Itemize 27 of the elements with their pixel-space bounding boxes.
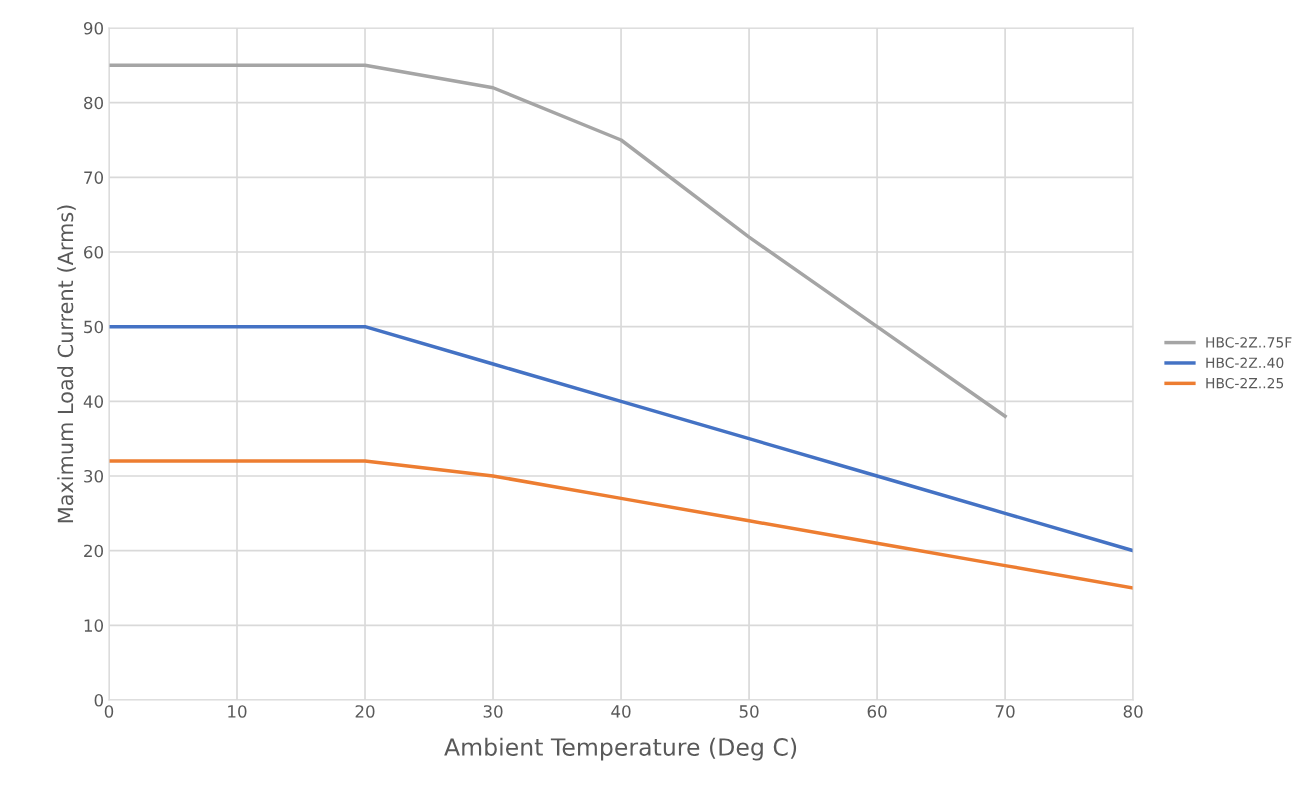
y-tick-label: 70	[84, 171, 104, 184]
x-tick-label: 80	[1123, 705, 1143, 718]
y-axis-title: Maximum Load Current (Arms)	[57, 205, 76, 523]
x-tick-label: 30	[483, 705, 503, 718]
y-tick-label: 80	[84, 96, 104, 110]
line-series	[108, 324, 1134, 553]
x-axis-title: Ambient Temperature (Deg C)	[444, 737, 797, 761]
legend-label: HBC-2Z..40	[1206, 357, 1284, 369]
y-tick-label: 10	[84, 619, 104, 632]
line-series	[108, 63, 1007, 419]
x-tick-label: 20	[355, 705, 375, 718]
y-tick-label: 0	[94, 693, 104, 707]
y-tick-label: 40	[83, 395, 104, 408]
x-tick-label: 40	[611, 705, 631, 718]
y-tick-label: 60	[84, 245, 104, 259]
line-series	[108, 459, 1134, 590]
y-tick-label: 30	[84, 469, 104, 483]
y-tick-label: 90	[83, 21, 104, 35]
x-tick-label: 10	[228, 705, 247, 718]
x-tick-label: 60	[867, 705, 887, 718]
legend-label: HBC-2Z..75F	[1206, 337, 1292, 348]
x-tick-label: 50	[739, 705, 759, 718]
legend-label: HBC-2Z..25	[1206, 377, 1284, 389]
x-tick-label: 70	[995, 705, 1015, 718]
y-tick-label: 50	[84, 320, 104, 334]
x-tick-label: 0	[104, 705, 114, 718]
y-tick-label: 20	[84, 544, 104, 558]
